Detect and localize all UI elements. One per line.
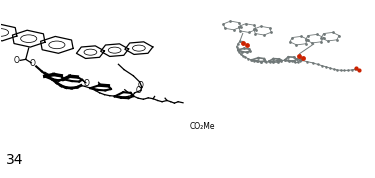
Text: 34: 34: [6, 153, 24, 167]
Text: O: O: [136, 86, 142, 95]
Text: O: O: [138, 81, 144, 90]
Text: CO₂Me: CO₂Me: [189, 122, 215, 132]
Text: O: O: [30, 59, 35, 68]
Text: O: O: [84, 79, 90, 88]
Text: O: O: [13, 56, 20, 65]
